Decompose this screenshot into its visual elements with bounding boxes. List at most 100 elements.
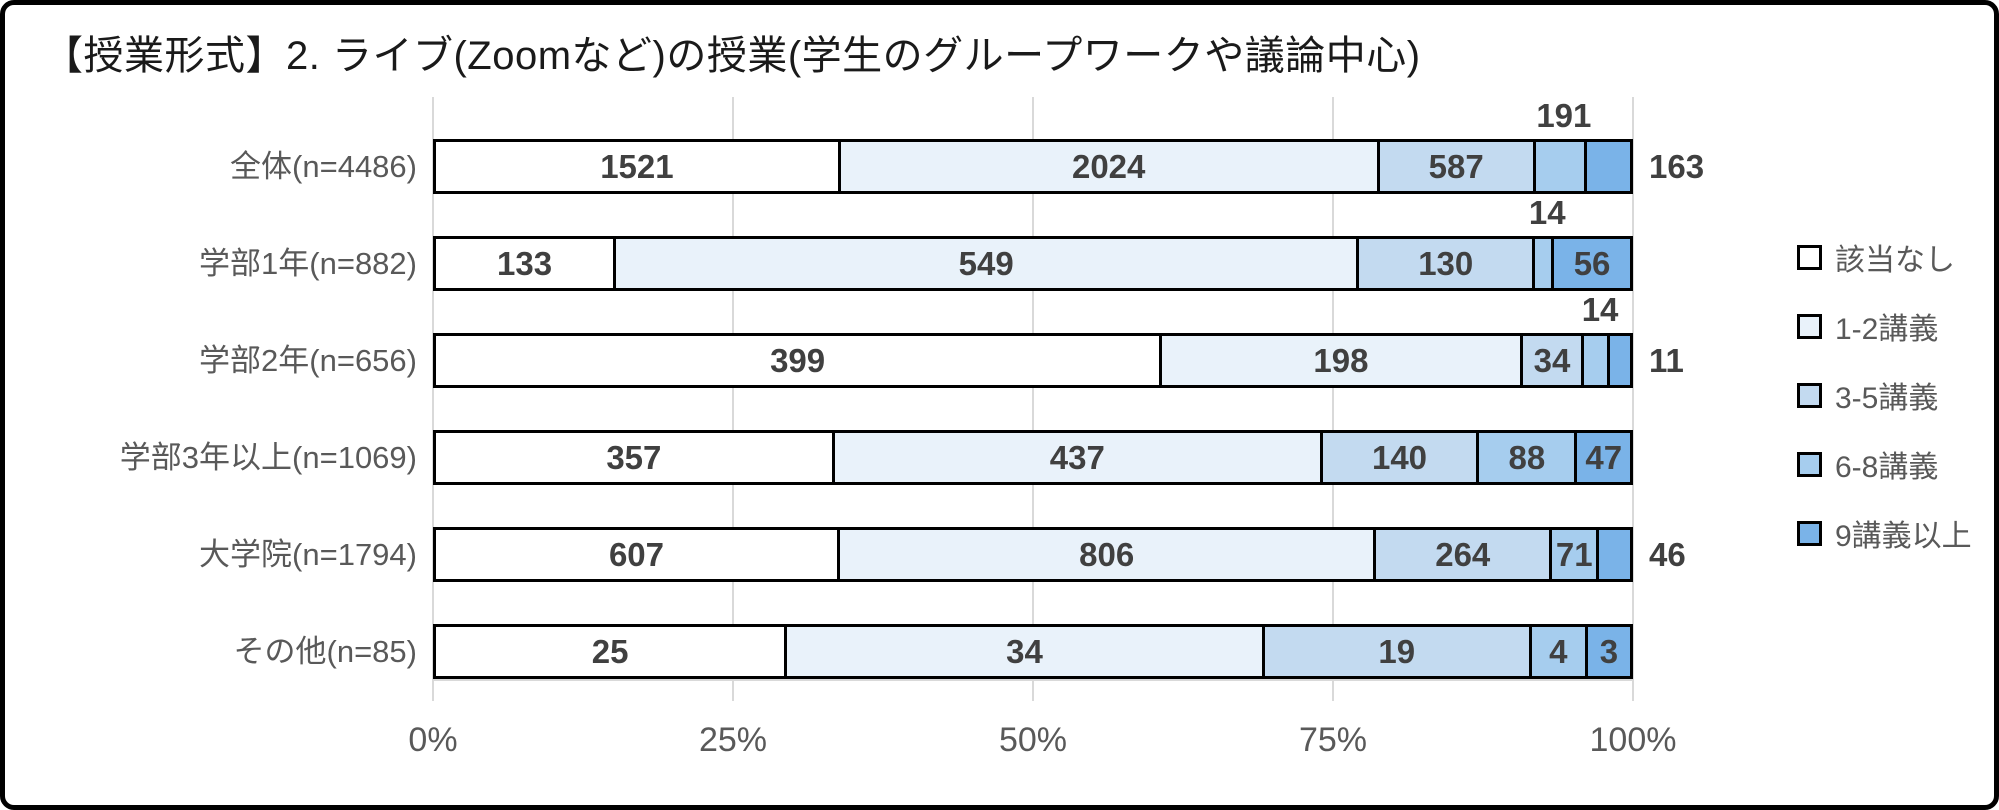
category-label: 学部1年(n=882) (199, 246, 417, 281)
legend-label: 3-5講義 (1835, 382, 1939, 415)
bar-segment: 88 (1479, 433, 1578, 482)
value-label: 71 (1555, 535, 1593, 573)
legend-label: 該当なし (1835, 244, 1955, 277)
legend-swatch (1797, 313, 1822, 339)
category-label: 学部2年(n=656) (199, 343, 417, 378)
bar-segment (1609, 336, 1630, 385)
value-label: 549 (958, 244, 1014, 282)
legend-swatch (1797, 520, 1822, 546)
stacked-bar: 399 198 34 (433, 333, 1633, 388)
bar-segment: 47 (1577, 433, 1630, 482)
legend: 該当なし 1-2講義 3-5講義 6-8講義 9講義以上 (1797, 237, 1972, 582)
bar-segment: 607 (436, 530, 840, 579)
bar-segment: 2024 (840, 142, 1380, 191)
grid-line-50 (1032, 97, 1034, 679)
legend-label: 6-8講義 (1835, 451, 1939, 484)
value-label-above: 191 (1536, 97, 1592, 134)
chart-row: 学部3年以上(n=1069) 357 437 140 88 47 (5, 388, 1633, 485)
stacked-bar: 607 806 264 71 (433, 527, 1633, 582)
value-label: 264 (1435, 535, 1491, 573)
x-tick-label: 75% (1298, 721, 1368, 759)
value-label: 806 (1079, 535, 1135, 573)
bar-segment: 34 (787, 627, 1265, 676)
category-label: 学部3年以上(n=1069) (119, 440, 417, 475)
bar-segment: 399 (436, 336, 1163, 385)
value-label: 3 (1599, 632, 1619, 670)
value-label-above: 14 (1581, 291, 1619, 328)
bar-segment: 198 (1162, 336, 1523, 385)
value-label: 34 (1006, 632, 1043, 670)
x-tick-label: 25% (698, 721, 768, 759)
stacked-bar: 1521 2024 587 (433, 139, 1633, 194)
bar-segment: 25 (436, 627, 788, 676)
value-label: 607 (608, 535, 665, 573)
x-tick-label: 0% (408, 721, 458, 759)
grid-line-100 (1632, 97, 1634, 679)
value-label: 25 (591, 632, 629, 670)
legend-item: 該当なし (1797, 237, 1972, 277)
bar-segment: 1521 (436, 142, 841, 191)
grid-line-25 (732, 97, 734, 679)
legend-label: 1-2講義 (1835, 313, 1939, 346)
x-tick-label: 100% (1589, 721, 1677, 759)
bar-segment (1599, 530, 1630, 579)
bar-segment: 806 (839, 530, 1377, 579)
x-tick-label: 50% (998, 721, 1068, 759)
bar-segment: 264 (1376, 530, 1553, 579)
legend-item: 1-2講義 (1797, 306, 1972, 346)
value-label: 357 (606, 438, 662, 476)
value-label-above: 14 (1528, 194, 1566, 231)
value-label: 56 (1573, 244, 1611, 282)
bar-segment: 437 (834, 433, 1323, 482)
legend-label: 9講義以上 (1835, 520, 1972, 553)
category-label: 全体(n=4486) (230, 149, 417, 184)
chart-row: 大学院(n=1794) 46 607 806 264 71 (5, 485, 1686, 582)
legend-swatch (1797, 382, 1822, 408)
bar-track: 46 607 806 264 71 (433, 527, 1686, 582)
legend-item: 9講義以上 (1797, 513, 1972, 553)
bar-track: 14 133 549 130 56 (433, 194, 1633, 291)
bar-track: 25 34 19 4 3 (433, 624, 1633, 679)
axis-tick-75 (1332, 679, 1334, 701)
legend-swatch (1797, 244, 1822, 270)
value-label: 47 (1585, 438, 1623, 476)
chart-row: その他(n=85) 25 34 19 4 3 (5, 582, 1633, 679)
value-label-outside: 11 (1649, 341, 1684, 379)
bar-segment: 34 (1522, 336, 1585, 385)
chart-row: 全体(n=4486) 191 163 1521 2024 587 (5, 97, 1704, 194)
stacked-bar: 25 34 19 4 3 (433, 624, 1633, 679)
value-label: 1521 (600, 147, 674, 185)
value-label: 34 (1533, 341, 1571, 379)
grid-line-75 (1332, 97, 1334, 679)
bar-track: 191 163 1521 2024 587 (433, 97, 1704, 194)
value-label-outside: 46 (1649, 535, 1686, 573)
bar-segment: 549 (616, 239, 1360, 288)
stacked-bar: 357 437 140 88 47 (433, 430, 1633, 485)
legend-swatch (1797, 451, 1822, 477)
axis-tick-0 (432, 679, 434, 701)
bar-segment: 71 (1552, 530, 1600, 579)
value-label: 130 (1418, 244, 1474, 282)
value-label: 133 (496, 244, 553, 282)
value-label: 399 (770, 341, 826, 379)
axis-tick-50 (1032, 679, 1034, 701)
bar-segment (1535, 142, 1587, 191)
chart-title: 【授業形式】2. ライブ(Zoomなど)の授業(学生のグループワークや議論中心) (43, 34, 1421, 78)
bar-segment: 140 (1322, 433, 1480, 482)
value-label: 198 (1313, 341, 1369, 379)
bar-segment: 357 (436, 433, 835, 482)
bar-track: 357 437 140 88 47 (433, 430, 1633, 485)
grid-layer (432, 97, 1634, 701)
category-label: その他(n=85) (233, 634, 417, 669)
bar-segment: 19 (1264, 627, 1532, 676)
bar-segment: 3 (1587, 627, 1630, 676)
value-label: 587 (1428, 147, 1484, 185)
value-label: 4 (1549, 632, 1568, 670)
chart-row: 学部2年(n=656) 14 11 399 198 34 (5, 291, 1684, 388)
bar-segment (1535, 239, 1555, 288)
value-label: 88 (1508, 438, 1546, 476)
bar-segment: 4 (1531, 627, 1588, 676)
bar-segment: 133 (436, 239, 617, 288)
legend-item: 6-8講義 (1797, 444, 1972, 484)
